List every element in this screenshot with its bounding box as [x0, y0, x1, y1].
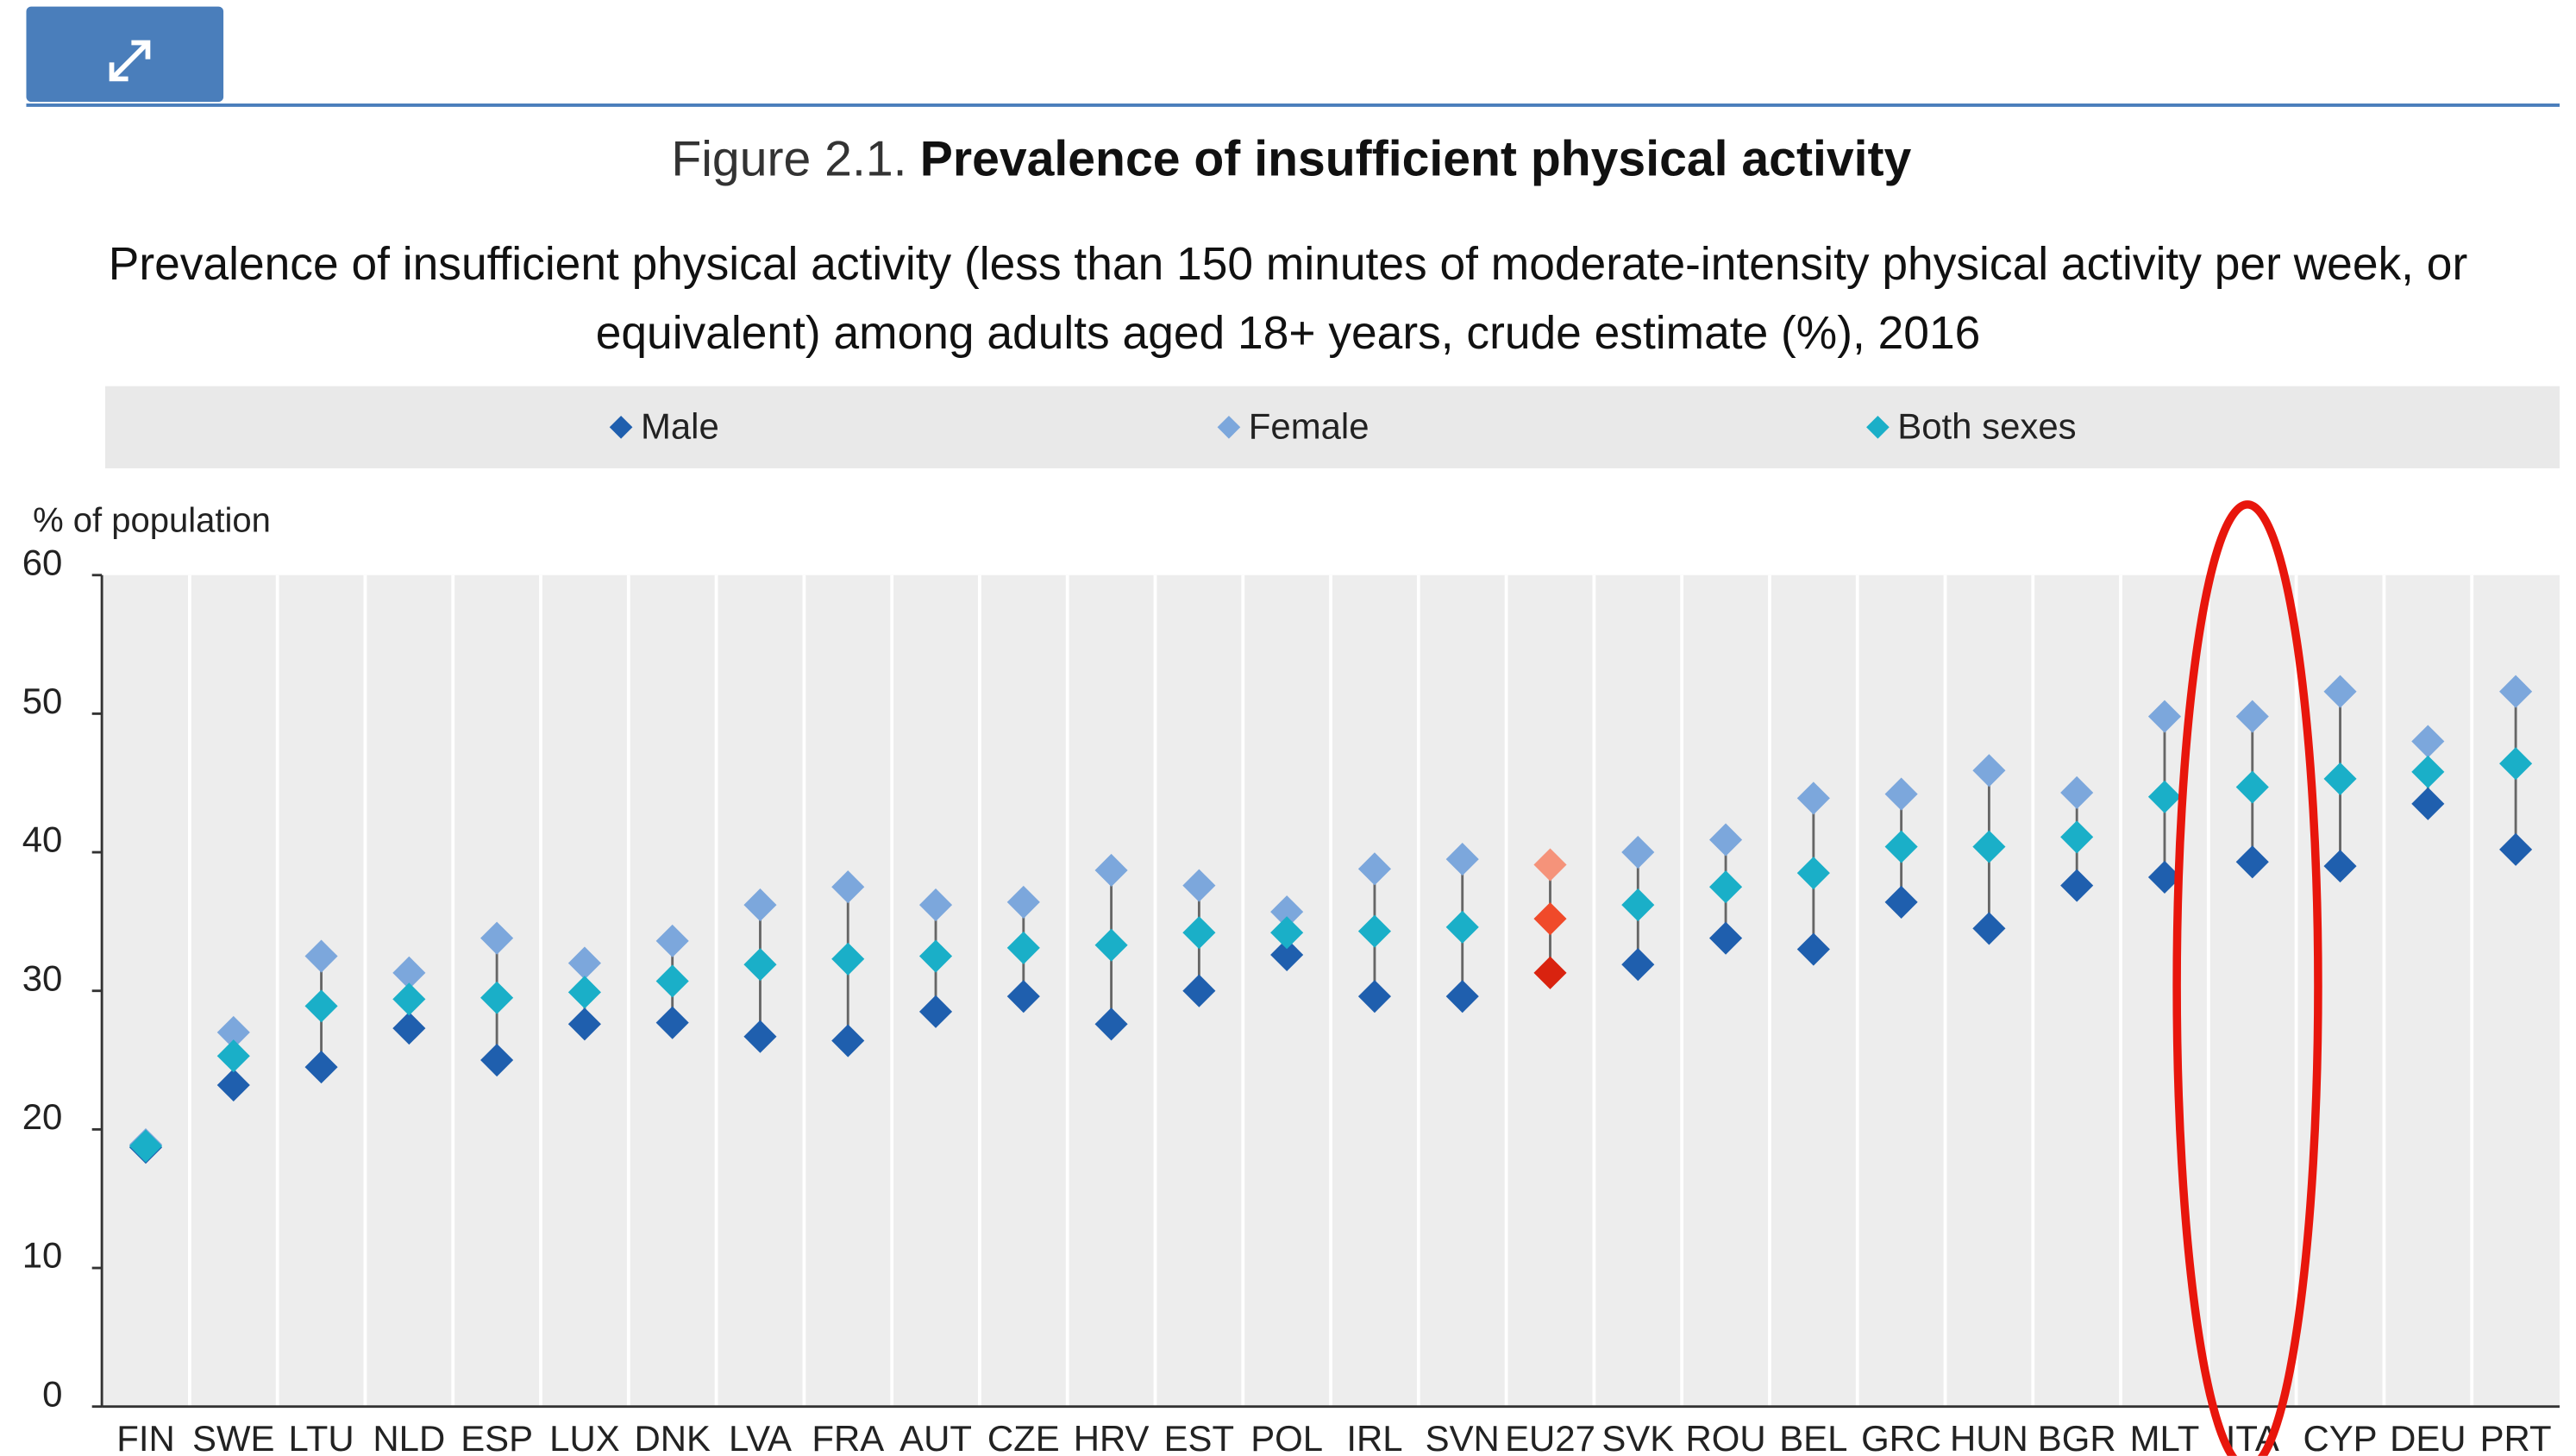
x-tick-label: DEU [2390, 1418, 2466, 1456]
x-tick-label: NLD [373, 1418, 445, 1456]
expand-button[interactable] [26, 6, 224, 103]
data-point [1884, 885, 1918, 919]
x-tick-label: EST [1164, 1418, 1235, 1456]
x-tick-label: PRT [2480, 1418, 2552, 1456]
data-point [1972, 912, 2006, 945]
data-point [1709, 870, 1743, 904]
y-tick-label: 60 [22, 542, 63, 582]
y-tick-label: 50 [22, 681, 63, 721]
data-point [1357, 914, 1391, 948]
x-tick-label: LUX [549, 1418, 620, 1456]
data-point [655, 924, 689, 957]
x-tick-label: HRV [1074, 1418, 1150, 1456]
legend-band [104, 386, 2560, 468]
x-tick-label: BGR [2038, 1418, 2116, 1456]
data-point [1357, 980, 1391, 1014]
data-point [480, 921, 514, 955]
data-point [831, 942, 865, 976]
expand-icon [109, 40, 151, 82]
x-tick-label: HUN [1950, 1418, 2028, 1456]
legend-label: Female [1249, 405, 1369, 446]
x-tick-label: ESP [461, 1418, 533, 1456]
y-axis-label: % of population [33, 501, 271, 539]
y-tick-label: 0 [42, 1373, 62, 1414]
chart-title: Figure 2.1. Prevalence of insufficient ph… [671, 132, 1911, 187]
x-tick-label: FIN [116, 1418, 175, 1456]
data-point [831, 870, 865, 904]
x-tick-label: CZE [987, 1418, 1060, 1456]
data-point [1621, 888, 1655, 922]
data-point [480, 1043, 514, 1077]
data-point [1182, 869, 1216, 902]
data-point [1884, 777, 1918, 811]
data-point [1709, 921, 1743, 955]
x-tick-label: SVN [1426, 1418, 1500, 1456]
data-point [1270, 938, 1304, 971]
data-point [2060, 820, 2094, 854]
data-point [1182, 974, 1216, 1007]
data-point [1621, 836, 1655, 869]
legend-label: Both sexes [1897, 405, 2076, 446]
data-point [216, 1068, 250, 1102]
data-point [480, 981, 514, 1014]
title-prefix: Figure 2.1. [671, 132, 906, 187]
data-point [1270, 895, 1304, 929]
x-tick-label: POL [1250, 1418, 1323, 1456]
data-point [1006, 980, 1040, 1014]
highlight-ellipse [2172, 500, 2322, 1456]
x-tick-label: FRA [812, 1418, 884, 1456]
chart-subtitle: Prevalence of insufficient physical acti… [108, 238, 2468, 359]
x-tick-label: LTU [289, 1418, 354, 1456]
x-tick-label: GRC [1861, 1418, 1941, 1456]
x-tick-label: SVK [1601, 1418, 1674, 1456]
x-tick-label: IRL [1346, 1418, 1402, 1456]
data-point [2060, 775, 2094, 810]
x-tick-label: ROU [1686, 1418, 1766, 1456]
data-point [1270, 916, 1304, 950]
y-tick-label: 10 [22, 1235, 63, 1276]
data-point [2411, 755, 2445, 788]
x-tick-label: AUT [899, 1418, 972, 1456]
x-tick-label: BEL [1779, 1418, 1847, 1456]
data-point [918, 995, 953, 1028]
x-tick-label: MLT [2130, 1418, 2200, 1456]
data-point [2411, 787, 2445, 820]
data-point [655, 1006, 689, 1039]
y-tick-label: 20 [22, 1096, 63, 1137]
y-tick-label: 40 [22, 819, 63, 860]
legend-label: Male [641, 405, 719, 446]
data-point [216, 1015, 250, 1049]
data-point [1621, 948, 1655, 982]
data-point [1006, 885, 1040, 919]
x-tick-label: LVA [729, 1418, 792, 1456]
data-point [1709, 823, 1743, 857]
data-point [2060, 869, 2094, 902]
data-point [655, 964, 689, 998]
x-tick-label: EU27 [1505, 1418, 1595, 1456]
x-tick-label: DNK [634, 1418, 711, 1456]
data-point [1533, 902, 1567, 936]
data-point [831, 1024, 865, 1057]
x-tick-label: SWE [192, 1418, 274, 1456]
x-tick-label: CYP [2303, 1418, 2377, 1456]
data-point [1533, 956, 1567, 989]
data-point [918, 888, 953, 922]
data-point [216, 1039, 250, 1073]
title-main: Prevalence of insufficient physical acti… [920, 132, 1912, 187]
data-point [1182, 916, 1216, 950]
y-tick-label: 30 [22, 957, 63, 998]
